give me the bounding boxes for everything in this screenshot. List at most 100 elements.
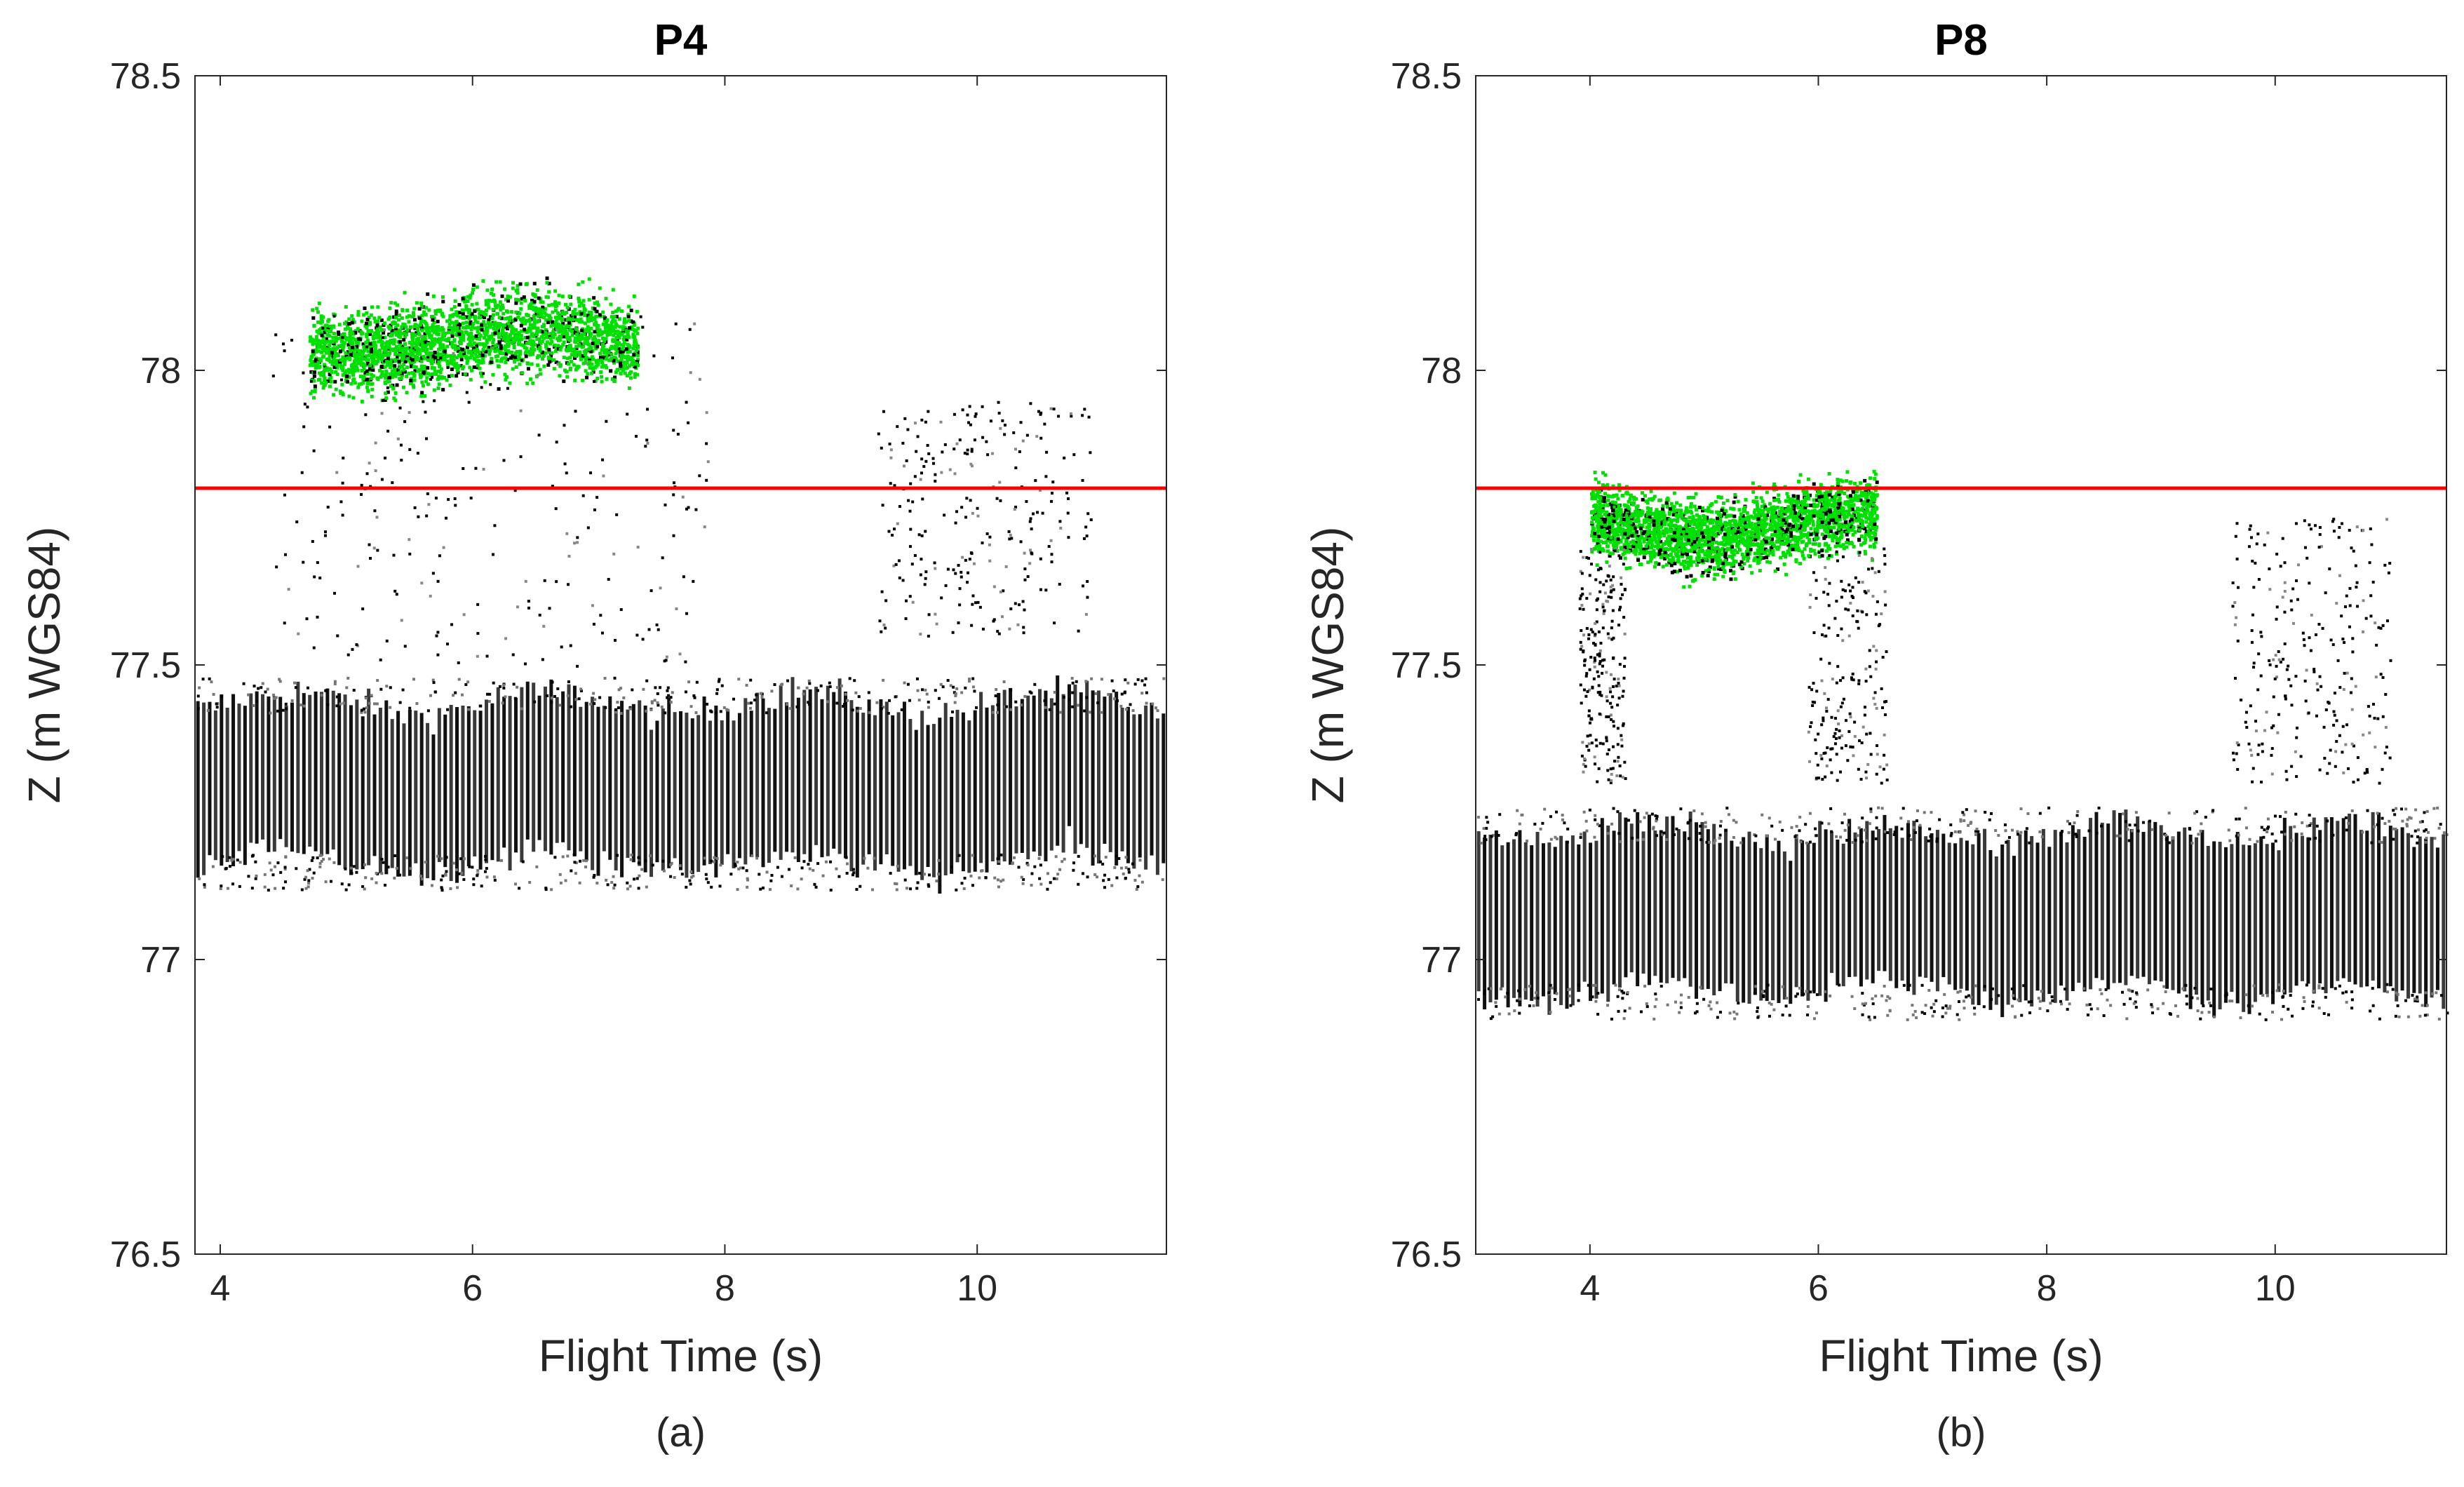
object-point — [609, 356, 613, 361]
ground-point — [1661, 833, 1664, 836]
object-point — [380, 371, 384, 375]
scatter-point — [898, 505, 901, 509]
scatter-point — [336, 634, 339, 638]
object-point — [432, 327, 436, 331]
object-point — [427, 331, 431, 335]
ground-point — [1483, 992, 1486, 995]
scatter-point — [429, 594, 432, 598]
ground-point — [312, 871, 316, 875]
ground-point — [2400, 807, 2404, 811]
object-point — [594, 358, 598, 363]
scatter-point — [563, 462, 567, 466]
ground-point — [2391, 988, 2395, 991]
ground-point — [1154, 706, 1157, 710]
object-point — [528, 351, 532, 356]
scatter-point — [612, 552, 616, 556]
object-point — [361, 381, 365, 385]
ground-point — [1055, 877, 1058, 881]
ground-stripe — [237, 704, 241, 852]
object-point — [415, 331, 419, 335]
ground-stripe — [773, 708, 777, 852]
object-point — [597, 339, 601, 343]
ground-point — [236, 859, 239, 862]
scatter-point — [1072, 453, 1076, 457]
ground-point — [1699, 838, 1703, 842]
ground-point — [746, 701, 750, 705]
object-point — [544, 313, 548, 317]
object-point — [423, 356, 427, 361]
scatter-point — [1016, 623, 1020, 626]
object-point — [314, 358, 318, 362]
object-point — [578, 339, 582, 343]
ground-stripe — [1671, 816, 1675, 978]
object-point — [532, 293, 536, 297]
ground-stripe — [2047, 847, 2052, 995]
ground-point — [1862, 1003, 1866, 1007]
object-point — [366, 389, 370, 393]
ground-point — [2425, 836, 2428, 840]
ground-point — [722, 706, 726, 709]
scatter-point — [1026, 575, 1030, 579]
scatter-point — [981, 541, 984, 545]
ground-point — [2169, 1013, 2172, 1016]
object-point — [455, 332, 459, 337]
ground-point — [304, 875, 307, 879]
ground-point — [1700, 812, 1704, 816]
object-point — [436, 354, 440, 358]
ground-point — [693, 696, 696, 699]
ground-point — [1485, 816, 1488, 819]
object-point — [612, 315, 617, 319]
ground-point — [631, 688, 634, 692]
object-point — [436, 332, 440, 337]
ground-stripe — [1535, 831, 1540, 1007]
object-point — [394, 348, 398, 352]
scatter-point — [318, 577, 322, 580]
ground-point — [2162, 985, 2166, 988]
ground-point — [2312, 989, 2315, 993]
ground-point — [570, 705, 573, 708]
ground-point — [1479, 841, 1483, 845]
ground-point — [1033, 865, 1037, 868]
object-point — [522, 321, 526, 325]
ground-point — [2134, 811, 2138, 814]
object-point — [349, 353, 354, 357]
ground-point — [888, 699, 891, 702]
object-point — [610, 352, 614, 356]
ground-stripe — [520, 687, 524, 863]
ground-point — [955, 888, 958, 891]
scatter-point — [537, 373, 540, 377]
object-point — [352, 377, 356, 382]
ground-point — [2212, 1015, 2216, 1018]
ground-stripe — [1894, 826, 1899, 988]
object-point — [585, 328, 589, 332]
ground-point — [533, 700, 537, 704]
object-point — [350, 345, 354, 349]
ground-point — [1970, 821, 1973, 824]
ground-point — [1048, 708, 1051, 711]
object-point — [335, 358, 339, 363]
ground-point — [1875, 826, 1878, 830]
object-point — [382, 353, 386, 357]
ground-point — [274, 696, 278, 699]
object-point — [370, 394, 374, 398]
object-point — [546, 363, 551, 367]
ground-point — [1727, 813, 1730, 816]
object-point — [398, 365, 402, 370]
ground-point — [360, 708, 363, 712]
scatter-point — [881, 504, 884, 507]
ground-point — [2050, 995, 2054, 999]
scatter-point — [403, 645, 407, 648]
ground-point — [514, 882, 518, 886]
ground-point — [230, 859, 234, 862]
object-point — [382, 323, 386, 328]
ground-point — [1955, 1013, 1959, 1016]
object-point — [528, 323, 532, 327]
ground-point — [1869, 810, 1873, 814]
object-point — [513, 318, 518, 322]
object-point — [569, 360, 573, 364]
ground-point — [1948, 1004, 1952, 1008]
scatter-point — [372, 546, 376, 550]
object-point — [572, 317, 576, 321]
ground-point — [1871, 997, 1874, 1000]
object-point — [452, 321, 457, 325]
